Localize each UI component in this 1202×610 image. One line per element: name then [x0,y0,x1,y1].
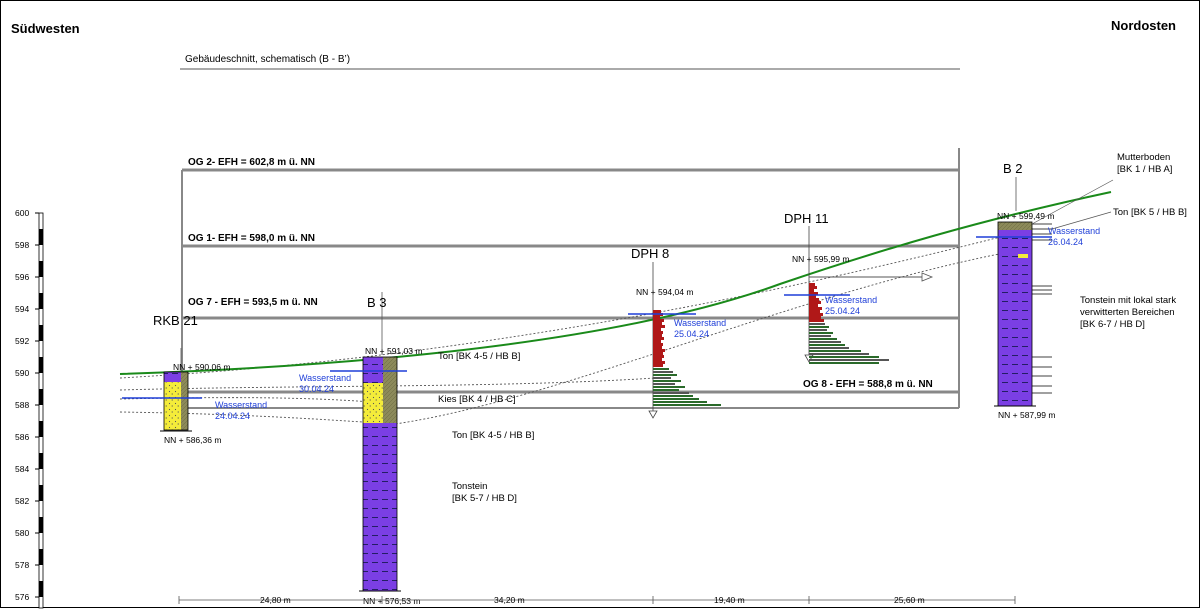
borehole-b2 [994,177,1052,407]
b2-bottom-level: NN + 587,99 m [998,410,1055,420]
elevation-ticks: 600 598 596 594 592 590 588 586 584 582 … [15,208,39,602]
b3-bottom-level: NN + 576,53 m [363,596,420,606]
dph11-water-date: 25.04.24 [825,306,860,316]
layer-label-ton-b2: Ton [BK 5 / HB B] [1113,207,1187,218]
leader-lines [1031,179,1114,230]
terrain-line [119,191,1112,375]
layer-label-tonstein-class: [BK 5-7 / HB D] [452,493,517,504]
layer-label-tonstein-b2-3: [BK 6-7 / HB D] [1080,319,1145,330]
elevation-scale [38,212,44,609]
dph8-water-date: 25.04.24 [674,329,709,339]
scale-tick-label: 586 [15,432,29,442]
header-left-label: Südwesten [11,21,80,36]
b2-water-date: 26.04.24 [1048,237,1083,247]
b2-water-label: Wasserstand [1048,226,1100,236]
b3-name: B 3 [367,295,387,310]
layer-label-tonstein-b2-2: verwitterten Bereichen [1080,307,1175,318]
layer-label-tonstein: Tonstein [452,481,487,492]
b2-top-level: NN + 599,49 m [997,211,1054,221]
scale-tick-label: 592 [15,336,29,346]
scale-tick-label: 598 [15,240,29,250]
scale-tick-label: 578 [15,560,29,570]
scale-tick-label: 580 [15,528,29,538]
scale-tick-label: 596 [15,272,29,282]
building-outline [181,148,960,409]
rkb21-name: RKB 21 [153,313,198,328]
rkb21-top-level: NN + 590,06 m [173,362,230,372]
distance-label: 34,20 m [494,595,525,605]
scale-tick-label: 576 [15,592,29,602]
rkb21-water-label: Wasserstand [215,400,267,410]
layer-label-tonstein-b2: Tonstein mit lokal stark [1080,295,1176,306]
layer-label-ton-lower: Ton [BK 4-5 / HB B] [452,430,534,441]
dph8-water-label: Wasserstand [674,318,726,328]
b2-name: B 2 [1003,161,1023,176]
header-right-label: Nordosten [1111,18,1176,33]
layer-label-mutterboden-class: [BK 1 / HB A] [1117,164,1172,175]
b3-water-date: 30.04.24 [299,384,334,394]
dph11-top-level: NN + 595,99 m [792,254,849,264]
scale-tick-label: 600 [15,208,29,218]
dimension-line [178,596,1016,604]
dph11-name: DPH 11 [784,211,829,226]
layer-label-kies: Kies [BK 4 / HB C] [438,394,516,405]
b3-top-level: NN + 591,03 m [365,346,422,356]
dph8-top-level: NN + 594,04 m [636,287,693,297]
probe-dph11 [804,226,934,364]
rkb21-bottom-level: NN + 586,36 m [164,435,221,445]
floor-label-og1: OG 1- EFH = 598,0 m ü. NN [188,233,315,244]
borehole-rkb21 [160,348,192,432]
distance-label: 25,60 m [894,595,925,605]
borehole-b3 [359,292,401,592]
layer-boundaries [119,231,1021,425]
floor-label-og8: OG 8 - EFH = 588,8 m ü. NN [803,379,933,390]
section-subtitle: Gebäudeschnitt, schematisch (B - B’) [185,54,350,65]
layer-label-mutterboden: Mutterboden [1117,152,1170,163]
rkb21-water-date: 24.04.24 [215,411,250,421]
floor-label-og2: OG 2- EFH = 602,8 m ü. NN [188,157,315,168]
distance-label: 24,80 m [260,595,291,605]
b3-water-label: Wasserstand [299,373,351,383]
distance-label: 19,40 m [714,595,745,605]
scale-tick-label: 582 [15,496,29,506]
scale-tick-label: 588 [15,400,29,410]
probe-dph8 [648,262,721,419]
dph11-water-label: Wasserstand [825,295,877,305]
scale-tick-label: 584 [15,464,29,474]
scale-tick-label: 590 [15,368,29,378]
floor-label-og7: OG 7 - EFH = 593,5 m ü. NN [188,297,318,308]
scale-tick-label: 594 [15,304,29,314]
layer-label-ton-upper: Ton [BK 4-5 / HB B] [438,351,520,362]
dph8-name: DPH 8 [631,246,669,261]
